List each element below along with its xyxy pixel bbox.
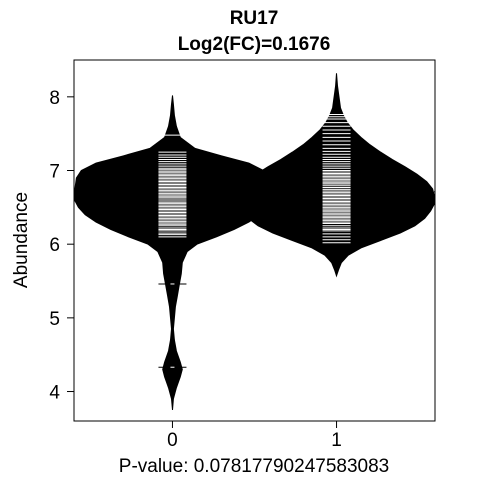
y-tick-label: 5 bbox=[49, 309, 60, 330]
chart-subtitle: Log2(FC)=0.1676 bbox=[178, 34, 331, 55]
x-axis-label: P-value: 0.07817790247583083 bbox=[119, 456, 389, 477]
y-tick-label: 8 bbox=[49, 88, 60, 109]
y-tick-label: 4 bbox=[49, 383, 60, 404]
plot-area: 4 5 6 7 8 0 1 bbox=[49, 59, 436, 451]
plot-frame bbox=[73, 59, 436, 422]
chart-title: RU17 bbox=[230, 8, 279, 29]
x-tick-label: 1 bbox=[331, 430, 342, 451]
bean-0 bbox=[74, 95, 271, 410]
y-tick-label: 7 bbox=[49, 162, 60, 183]
y-axis-label: Abundance bbox=[11, 192, 32, 288]
x-tick-label: 0 bbox=[167, 430, 178, 451]
y-tick-label: 6 bbox=[49, 235, 60, 256]
